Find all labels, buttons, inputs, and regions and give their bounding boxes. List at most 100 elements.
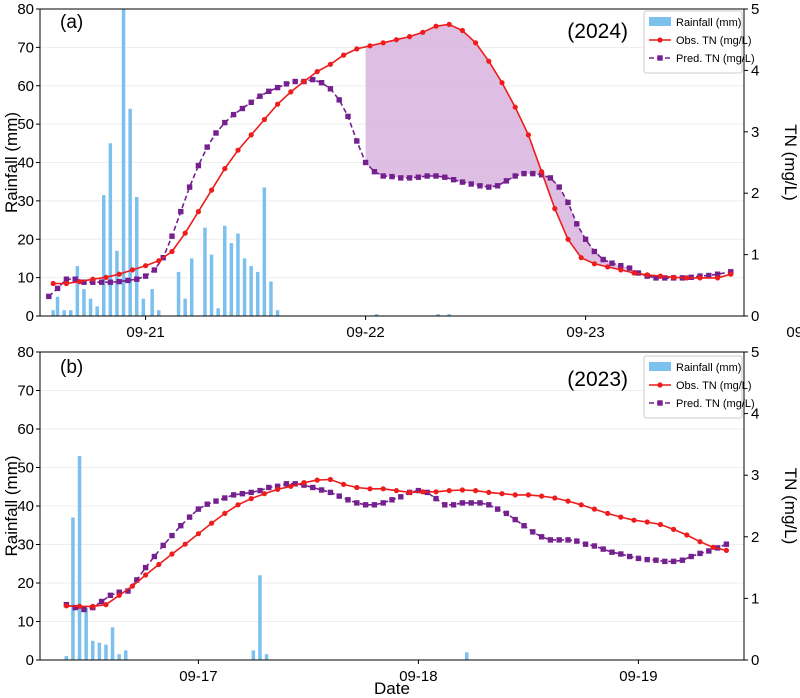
y-right-tick-label: 0 — [751, 652, 759, 669]
pred-tn-point — [450, 502, 457, 508]
y-left-tick-label: 0 — [26, 652, 34, 669]
obs-tn-point — [63, 603, 69, 609]
pred-tn-point — [327, 489, 334, 496]
y-left-tick-label: 60 — [17, 78, 34, 95]
obs-tn-point — [301, 78, 307, 85]
obs-tn-point — [393, 488, 399, 494]
pred-tn-point — [283, 481, 290, 487]
pred-tn-point — [662, 275, 668, 281]
pred-tn-point — [354, 138, 360, 144]
pred-tn-point — [459, 500, 466, 506]
obs-tn-point — [195, 209, 201, 215]
obs-tn-point — [657, 273, 664, 279]
rainfall-bar — [374, 314, 379, 316]
legend-entry: Rainfall (mm) — [676, 17, 741, 29]
obs-tn-point — [407, 489, 413, 495]
legend-swatch-rainfall — [649, 17, 671, 26]
y-right-tick-label: 3 — [751, 124, 759, 141]
obs-tn-point — [341, 52, 347, 58]
legend-marker-pred — [657, 400, 663, 406]
panel-b: 0102030405060708001234509-1709-1809-1909… — [2, 344, 800, 698]
pred-tn-point — [714, 271, 721, 277]
obs-tn-point — [459, 27, 465, 34]
pred-tn-point — [90, 279, 96, 285]
rainfall-bar — [55, 296, 60, 316]
pred-tn-point — [662, 558, 668, 565]
x-axis-title: Date — [374, 679, 410, 698]
pred-tn-point — [239, 105, 246, 112]
pred-tn-point — [486, 184, 492, 190]
obs-tn-point — [539, 169, 545, 175]
obs-tn-line — [53, 23, 732, 285]
obs-tn-point — [459, 487, 465, 493]
panel-label: (b) — [60, 357, 83, 378]
legend-marker-pred — [657, 55, 663, 61]
pred-tn-point — [530, 170, 536, 177]
pred-tn-point — [398, 175, 404, 181]
x-tick-label: 09-23 — [566, 324, 604, 341]
y-left-axis-title: Rainfall (mm) — [2, 455, 21, 556]
pred-tn-point — [706, 548, 712, 554]
obs-tn-point — [327, 61, 333, 67]
pred-tn-point — [345, 497, 351, 503]
obs-tn-point — [525, 132, 532, 138]
rainfall-bar — [110, 627, 115, 660]
obs-tn-point — [354, 484, 360, 491]
pred-tn-point — [600, 256, 606, 263]
pred-tn-point — [653, 275, 659, 281]
rainfall-bar — [62, 310, 66, 316]
pred-tn-point — [169, 532, 175, 539]
pred-tn-point — [538, 534, 545, 540]
rainfall-bar — [275, 310, 280, 316]
pred-tn-point — [72, 276, 78, 282]
obs-tn-point — [248, 496, 254, 502]
pred-tn-point — [63, 276, 70, 282]
y-left-tick-label: 40 — [17, 155, 34, 172]
pred-tn-point — [283, 81, 290, 87]
obs-tn-point — [631, 517, 637, 523]
rainfall-bar — [95, 306, 99, 316]
pred-tn-point — [125, 588, 131, 594]
pred-tn-point — [195, 506, 202, 512]
legend-entry: Rainfall (mm) — [676, 362, 741, 374]
pred-tn-point — [107, 279, 114, 285]
obs-tn-point — [697, 275, 703, 281]
obs-tn-point — [715, 275, 721, 281]
obs-tn-point — [420, 29, 426, 35]
obs-tn-point — [644, 272, 650, 278]
pred-tn-point — [706, 272, 712, 279]
obs-tn-point — [103, 274, 109, 280]
pred-tn-point — [248, 99, 254, 105]
pred-tn-point — [556, 184, 562, 190]
pred-tn-point — [72, 604, 78, 611]
pred-tn-point — [239, 491, 246, 497]
pred-tn-point — [257, 93, 263, 99]
pred-tn-point — [626, 553, 633, 560]
rainfall-bar — [209, 254, 214, 316]
pred-tn-point — [186, 184, 193, 190]
pred-tn-point — [371, 169, 378, 175]
fill-between-area — [365, 24, 696, 278]
obs-tn-point — [209, 520, 215, 526]
pred-tn-point — [230, 492, 237, 498]
pred-tn-point — [494, 506, 501, 512]
pred-tn-point — [618, 551, 624, 557]
obs-tn-point — [156, 258, 162, 264]
obs-tn-point — [314, 69, 320, 75]
obs-tn-point — [486, 58, 492, 64]
obs-tn-point — [393, 37, 399, 43]
obs-tn-point — [90, 603, 96, 610]
x-tick-label: 09-24 — [786, 324, 800, 341]
obs-tn-point — [512, 492, 518, 498]
pred-tn-point — [538, 172, 545, 178]
pred-tn-point — [354, 500, 360, 506]
obs-tn-point — [552, 495, 558, 501]
pred-tn-point — [266, 88, 272, 94]
rainfall-bar — [256, 271, 260, 316]
rainfall-bar — [236, 233, 240, 316]
rainfall-bar — [97, 642, 102, 660]
obs-tn-point — [63, 280, 69, 287]
x-tick-label: 09-17 — [179, 668, 217, 685]
pred-tn-point — [54, 285, 61, 292]
pred-tn-point — [116, 278, 122, 285]
